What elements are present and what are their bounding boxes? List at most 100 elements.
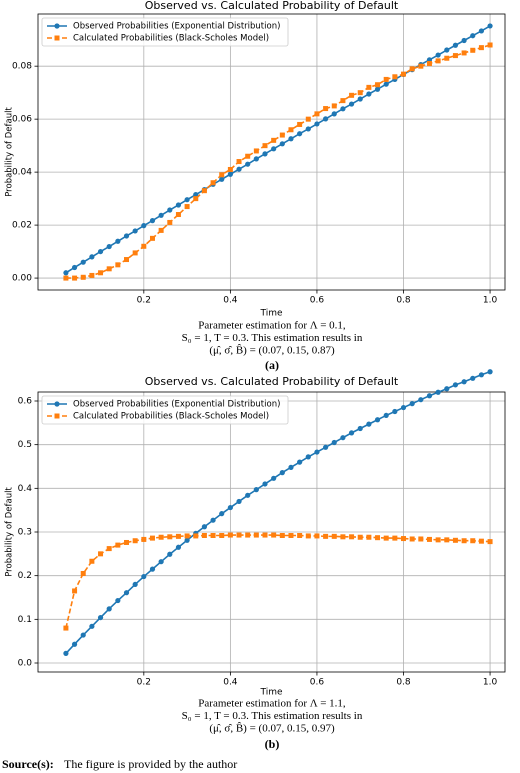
marker <box>89 272 95 278</box>
marker <box>106 266 112 272</box>
marker <box>89 558 95 564</box>
marker <box>158 227 164 233</box>
marker <box>175 202 182 208</box>
marker <box>149 235 155 241</box>
marker <box>374 86 381 92</box>
marker <box>219 511 225 517</box>
marker <box>297 131 303 137</box>
caption-line: Parameter estimation for Λ = 1.1, <box>198 698 346 710</box>
marker <box>340 98 346 104</box>
marker <box>323 444 329 450</box>
marker <box>366 91 372 97</box>
marker <box>219 532 225 538</box>
marker <box>470 33 476 39</box>
panel-label: (a) <box>265 358 279 372</box>
marker <box>123 590 130 596</box>
marker <box>201 532 207 538</box>
marker <box>167 534 173 540</box>
marker <box>323 533 329 539</box>
marker <box>80 570 86 576</box>
x-axis-label: Time <box>259 688 282 698</box>
marker <box>262 532 268 538</box>
marker <box>167 551 173 557</box>
marker <box>236 159 242 165</box>
marker <box>383 76 389 82</box>
marker <box>184 537 190 543</box>
plot-frame <box>37 391 506 673</box>
marker <box>80 274 86 280</box>
x-tick-label: 1.0 <box>483 678 498 688</box>
marker <box>184 197 190 203</box>
marker <box>357 425 363 432</box>
marker <box>470 375 476 381</box>
x-tick-label: 0.2 <box>137 296 151 306</box>
marker <box>193 196 199 202</box>
legend-marker <box>54 35 60 41</box>
marker <box>262 481 268 487</box>
marker <box>452 537 458 543</box>
marker <box>487 42 493 48</box>
marker <box>478 372 485 378</box>
x-tick-label: 0.2 <box>137 678 151 688</box>
x-axis-label: Time <box>259 309 282 319</box>
marker <box>297 459 303 465</box>
marker <box>236 166 242 172</box>
y-tick-label: 0.02 <box>12 221 32 231</box>
marker <box>141 573 147 580</box>
marker <box>452 53 458 59</box>
marker <box>288 127 294 133</box>
marker <box>158 534 164 540</box>
marker <box>435 537 441 543</box>
source-label: Source(s): <box>2 757 54 771</box>
marker <box>262 151 268 157</box>
marker <box>392 408 398 415</box>
marker <box>314 121 320 127</box>
marker <box>210 180 216 186</box>
marker <box>357 90 363 96</box>
marker <box>72 588 78 594</box>
marker <box>98 270 104 276</box>
caption-line: S₀ = 1, T = 0.3. This estimation results… <box>182 710 363 722</box>
marker <box>444 47 450 53</box>
marker <box>184 533 190 539</box>
marker <box>297 121 303 127</box>
marker <box>210 517 216 523</box>
marker <box>184 204 190 210</box>
y-tick-label: 0.00 <box>12 274 32 284</box>
marker <box>400 404 407 411</box>
x-tick-label: 0.6 <box>310 678 325 688</box>
caption-line: (μ̂, σ̂, B̂) = (0.07, 0.15, 0.87) <box>209 343 335 356</box>
marker <box>409 66 415 72</box>
marker <box>97 248 104 255</box>
marker <box>149 566 156 572</box>
marker <box>149 218 156 224</box>
marker <box>305 454 311 460</box>
marker <box>124 257 130 263</box>
plot-frame <box>37 13 506 291</box>
marker <box>279 470 285 476</box>
marker <box>167 219 173 225</box>
legend-marker <box>54 413 60 419</box>
marker <box>418 536 424 542</box>
caption-line: S₀ = 1, T = 0.3. This estimation results… <box>182 332 363 344</box>
marker <box>366 84 372 90</box>
marker <box>158 212 164 218</box>
y-tick-label: 0.04 <box>12 168 32 178</box>
marker <box>253 156 259 162</box>
marker <box>470 47 476 53</box>
marker <box>297 532 303 538</box>
chart-title: Observed vs. Calculated Probability of D… <box>145 0 399 12</box>
caption-line: Parameter estimation for Λ = 0.1, <box>198 320 346 332</box>
marker <box>348 430 355 436</box>
marker <box>141 223 147 229</box>
marker <box>106 546 112 552</box>
marker <box>210 532 216 538</box>
marker <box>201 524 208 530</box>
marker <box>375 82 381 88</box>
marker <box>97 614 104 621</box>
y-axis-label: Probability of Default <box>5 487 15 577</box>
marker <box>392 535 398 541</box>
legend-label: Calculated Probabilities (Black-Scholes … <box>73 412 269 422</box>
marker <box>236 532 242 538</box>
marker <box>323 116 329 122</box>
